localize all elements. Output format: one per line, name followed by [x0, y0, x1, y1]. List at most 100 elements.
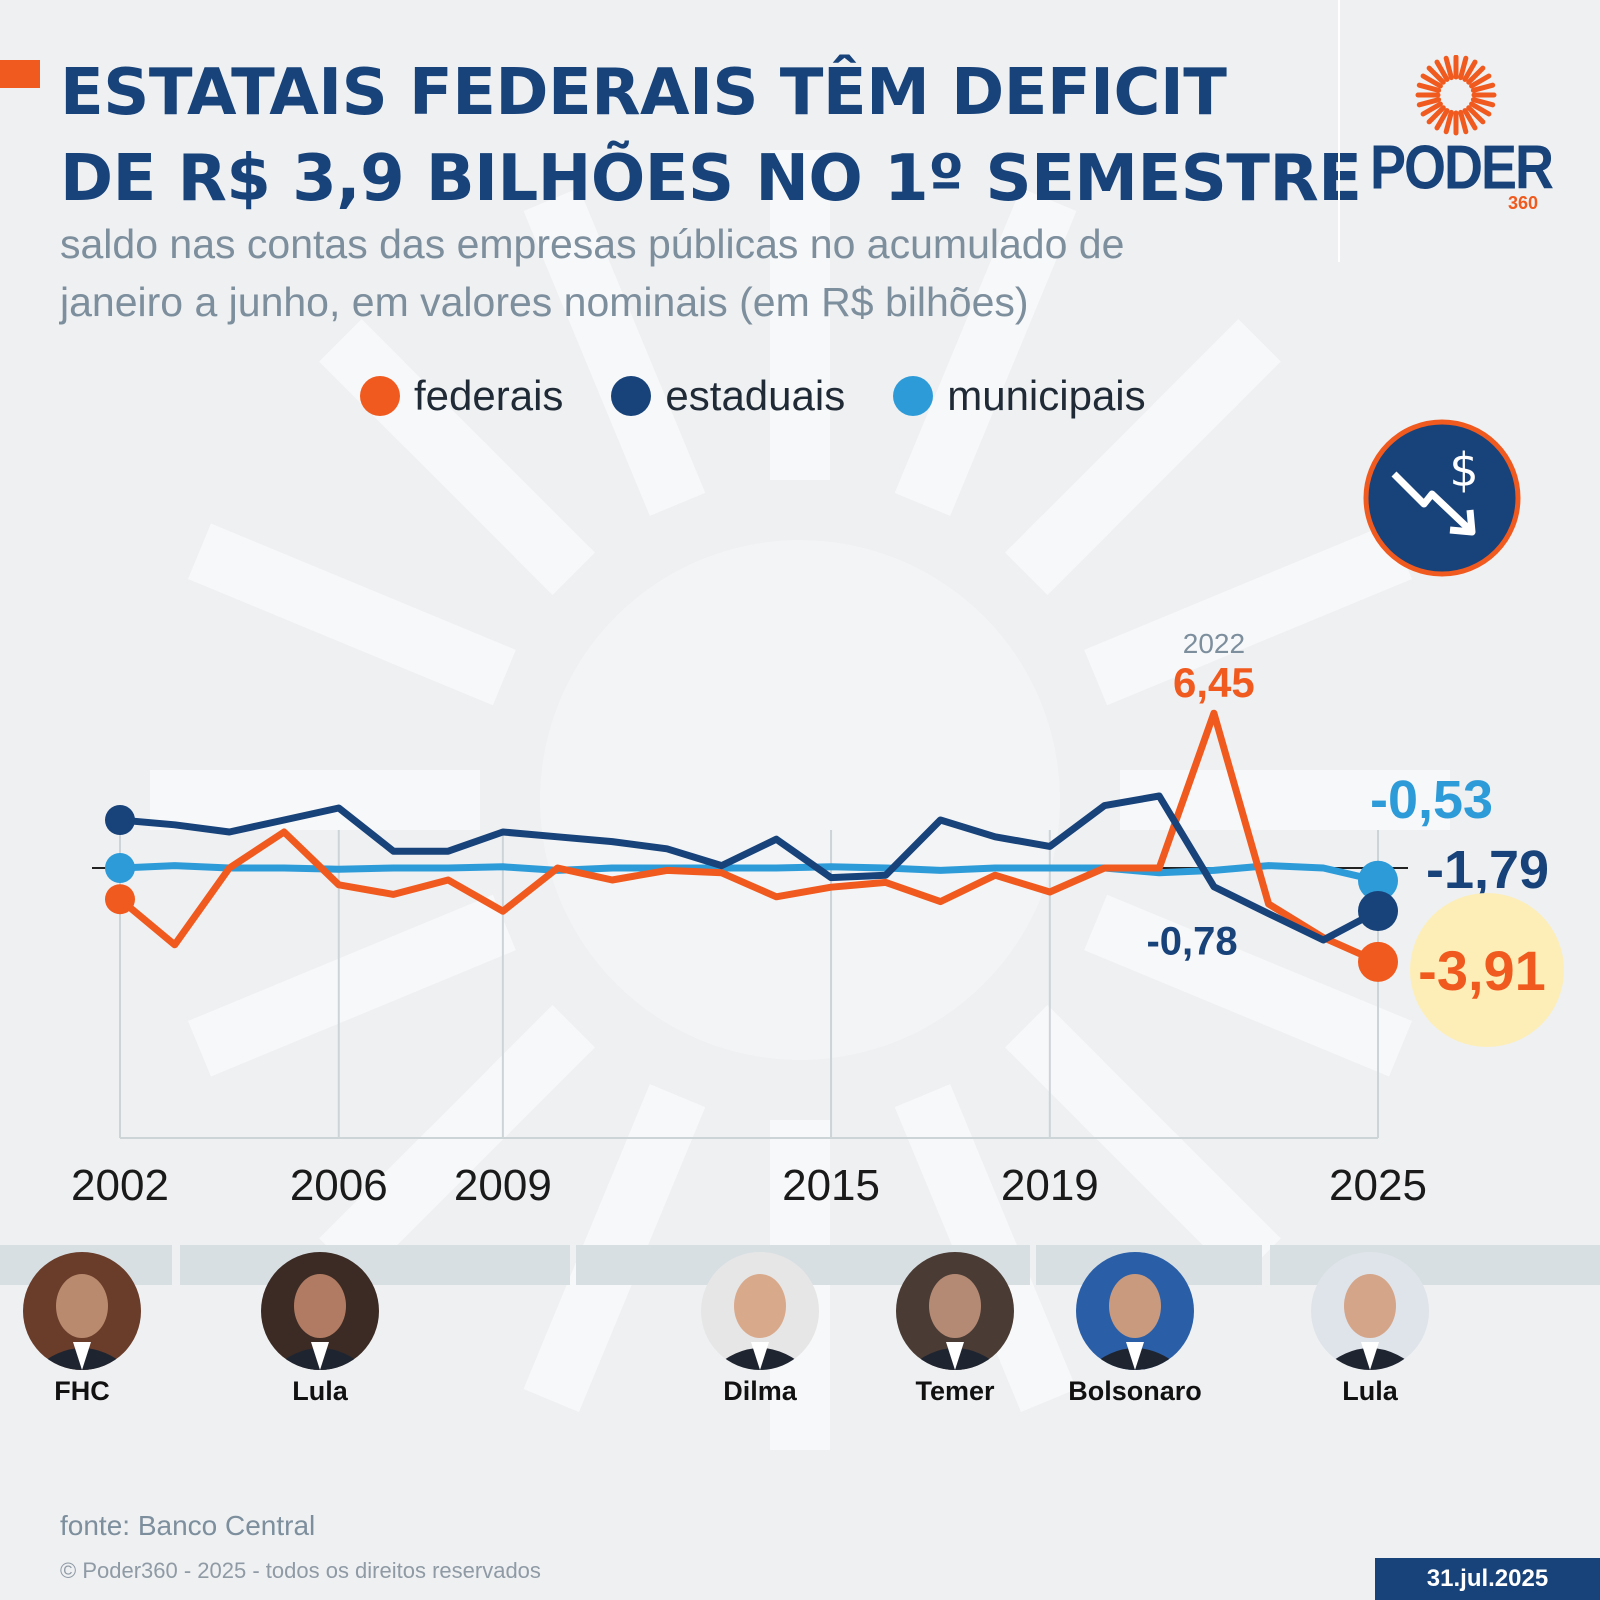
sunburst-ray [150, 770, 480, 830]
last-estaduais-label: -1,79 [1426, 840, 1549, 900]
logo-ray [1466, 65, 1486, 85]
start-point-federais [105, 884, 135, 915]
sunburst-ray [1084, 523, 1413, 706]
source-note: fonte: Banco Central [60, 1510, 316, 1541]
start-point-estaduais [105, 805, 135, 835]
series-line-federais [117, 709, 1380, 966]
presidency-bar [180, 1245, 570, 1285]
sunburst-ray [187, 894, 516, 1077]
sunburst-ray [319, 1005, 595, 1281]
legend-dot-federais [360, 376, 400, 416]
logo-ray [1420, 101, 1443, 117]
logo-ray [1434, 59, 1450, 82]
last-municipais-label: -0,53 [1370, 770, 1493, 830]
svg-text:$: $ [1449, 443, 1478, 497]
president-0: FHC [0, 1252, 182, 1407]
logo-number: 360 [1508, 193, 1539, 213]
last-federais-label: -3,91 [1418, 939, 1546, 1002]
president-avatar [701, 1252, 819, 1370]
president-name: Bolsonaro [1068, 1376, 1202, 1406]
logo-ray [1458, 55, 1469, 81]
logo-ray [1458, 109, 1469, 135]
legend-label-estaduais: estaduais [665, 372, 846, 419]
president-name: Lula [1342, 1376, 1398, 1406]
sunburst-ray [894, 187, 1077, 516]
logo-ray [1416, 82, 1442, 93]
logo-ray [1466, 105, 1486, 125]
logo-word: PODER [1370, 133, 1554, 203]
subtitle-line-2: janeiro a junho, em valores nominais (em… [60, 279, 1029, 325]
highlight-circle [1410, 893, 1564, 1047]
end-point-estaduais [1358, 890, 1398, 931]
sunburst-ray [523, 187, 706, 516]
legend-label-municipais: municipais [947, 372, 1146, 419]
copyright-note: © Poder360 - 2025 - todos os direitos re… [60, 1558, 541, 1583]
legend-label-federais: federais [414, 372, 564, 419]
sunburst-ray [1084, 894, 1413, 1077]
estaduais-2022-label: -0,78 [1146, 920, 1237, 964]
logo-ray [1470, 97, 1496, 108]
title-accent-bar [0, 60, 40, 88]
legend-dot-estaduais [611, 376, 652, 416]
legend-item-estaduais: estaduais [611, 372, 845, 420]
legend-dot-municipais [893, 376, 934, 416]
sunburst-ray [1005, 319, 1281, 595]
president-1: Lula [220, 1252, 420, 1407]
president-avatar [23, 1252, 141, 1370]
president-name: Dilma [723, 1376, 797, 1406]
sunburst-ray [770, 150, 830, 480]
chart-legend: federais estaduais municipais [360, 372, 1194, 420]
logo-ray [1469, 101, 1492, 117]
end-point-municipais [1358, 860, 1398, 901]
president-2: Dilma [660, 1252, 860, 1407]
president-name: Temer [915, 1376, 995, 1406]
poder360-logo: PODER 360 [1370, 54, 1570, 225]
logo-ray [1470, 82, 1496, 93]
publication-date: 31.jul.2025 [1375, 1558, 1600, 1600]
x-tick-label-2002: 2002 [71, 1161, 169, 1210]
x-tick-label-2006: 2006 [290, 1161, 388, 1210]
president-name: FHC [54, 1376, 110, 1406]
logo-ray [1426, 65, 1446, 85]
money-down-trend-icon: $ [1363, 419, 1521, 577]
president-3: Temer [855, 1252, 1055, 1407]
sunburst-ray [187, 523, 516, 706]
sunburst-ray [1120, 770, 1450, 830]
legend-item-municipais: municipais [893, 372, 1146, 420]
title-line-2: DE R$ 3,9 BILHÕES NO 1º SEMESTRE [60, 142, 1362, 216]
logo-ray [1426, 105, 1446, 125]
end-point-federais [1358, 941, 1398, 982]
x-tick-label-2015: 2015 [782, 1161, 880, 1210]
president-avatar [261, 1252, 379, 1370]
logo-ray [1443, 55, 1454, 81]
page-title: ESTATAIS FEDERAIS TÊM DEFICIT DE R$ 3,9 … [60, 50, 1362, 222]
president-avatar [1076, 1252, 1194, 1370]
header-divider [1338, 0, 1340, 262]
x-tick-label-2009: 2009 [454, 1161, 552, 1210]
logo-ray [1420, 73, 1443, 89]
page-subtitle: saldo nas contas das empresas públicas n… [60, 215, 1330, 331]
series-line-municipais [119, 862, 1379, 885]
title-line-1: ESTATAIS FEDERAIS TÊM DEFICIT [60, 56, 1227, 130]
peak-year-label: 2022 [1183, 628, 1245, 659]
logo-ray [1462, 59, 1478, 82]
president-5: Lula [1270, 1252, 1470, 1407]
president-avatar [1311, 1252, 1429, 1370]
president-name: Lula [292, 1376, 348, 1406]
start-point-municipais [105, 853, 135, 883]
logo-ray [1462, 108, 1478, 131]
logo-ray [1434, 108, 1450, 131]
logo-ray [1416, 97, 1442, 108]
series-line-estaduais [119, 792, 1380, 944]
sun-logo-icon [1415, 54, 1497, 136]
legend-item-federais: federais [360, 372, 563, 420]
president-avatar [896, 1252, 1014, 1370]
sunburst-ray [1005, 1005, 1281, 1281]
president-4: Bolsonaro [1035, 1252, 1235, 1407]
logo-ray [1469, 73, 1492, 89]
x-tick-label-2019: 2019 [1001, 1161, 1099, 1210]
subtitle-line-1: saldo nas contas das empresas públicas n… [60, 221, 1125, 267]
peak-value-label: 6,45 [1173, 659, 1255, 706]
x-tick-label-2025: 2025 [1329, 1161, 1427, 1210]
